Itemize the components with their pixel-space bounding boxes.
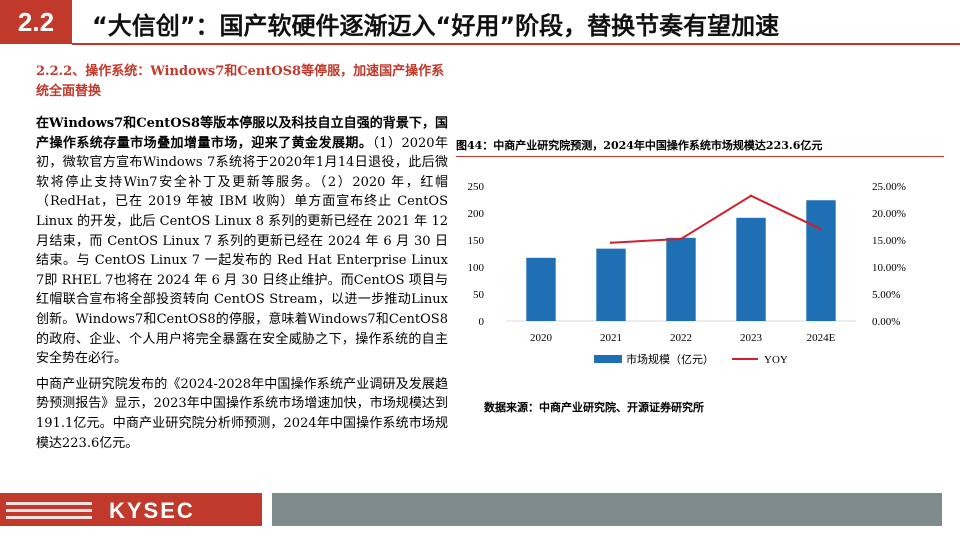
section-number: 2.2 [0,0,72,44]
bar-market-size [736,217,766,321]
y-left-tick-label: 0 [479,316,485,328]
bar-market-size [526,257,556,321]
legend-label-market-size: 市场规模（亿元） [626,352,714,366]
x-tick-label: 2022 [670,332,692,344]
subheading: 2.2.2、操作系统：Windows7和CentOS8等停服，加速国产操作系统全… [36,64,445,99]
market-size-chart: 250 200 150 100 50 0 25.00% 20.00% 15.00% 10.00% 5… [468,181,906,366]
y-left-tick-label: 50 [473,289,485,301]
figure-title: 图44：中商产业研究院预测，2024年中国操作系统市场规模达223.6亿元 [456,139,823,152]
point-yoy [679,237,683,241]
bar-market-size [596,248,626,321]
y-right-tick-label: 25.00% [872,181,906,193]
line-yoy [610,194,822,244]
paragraph-2: 中商产业研究院发布的《2024-2028年中国操作系统产业调研及发展趋势预测报告… [36,376,448,451]
page-title: “大信创”：国产软硬件逐渐迈入“好用”阶段，替换节奏有望加速 [92,12,780,40]
y-right-tick-label: 10.00% [872,262,906,274]
header-divider [72,43,960,45]
point-yoy [749,194,753,197]
figure-divider [456,156,944,157]
y-right-tick-label: 5.00% [872,289,900,301]
point-yoy [819,228,823,231]
x-tick-label: 2020 [530,332,553,344]
y-left-tick-label: 100 [468,262,485,274]
legend-label-yoy: YOY [764,354,788,366]
y-right-tick-label: 20.00% [872,208,906,220]
paragraph-1-bold: 在Windows7和CentOS8等版本停服以及科技自立自强的背景下，国产操作系… [36,116,448,151]
paragraph-1-rest: （1）2020年初，微软官方宣布Windows 7系统将于2020年1月14日退… [36,135,448,367]
x-tick-label: 2021 [600,332,622,344]
x-tick-label: 2023 [740,332,763,344]
y-left-tick-label: 250 [468,181,485,193]
footer-stripe-icon [6,502,92,519]
footer-logo: KYSEC [109,498,195,523]
header: 2.2 “大信创”：国产软硬件逐渐迈入“好用”阶段，替换节奏有望加速 [0,0,960,50]
legend-swatch-market-size [594,355,622,363]
body-text: 2.2.2、操作系统：Windows7和CentOS8等停服，加速国产操作系统全… [36,62,448,453]
y-right-tick-label: 15.00% [872,235,906,247]
x-tick-label: 2024E [807,332,836,344]
figure-source: 数据来源：中商产业研究院、开源证券研究所 [484,401,704,414]
footer-bar [272,493,942,526]
bar-market-size [806,200,836,321]
y-left-tick-label: 150 [468,235,485,247]
bar-market-size [666,237,696,321]
y-right-tick-label: 0.00% [872,316,900,328]
y-left-tick-label: 200 [468,208,485,220]
point-yoy [609,241,613,244]
paragraph-1: 在Windows7和CentOS8等版本停服以及科技自立自强的背景下，国产操作系… [36,114,448,369]
